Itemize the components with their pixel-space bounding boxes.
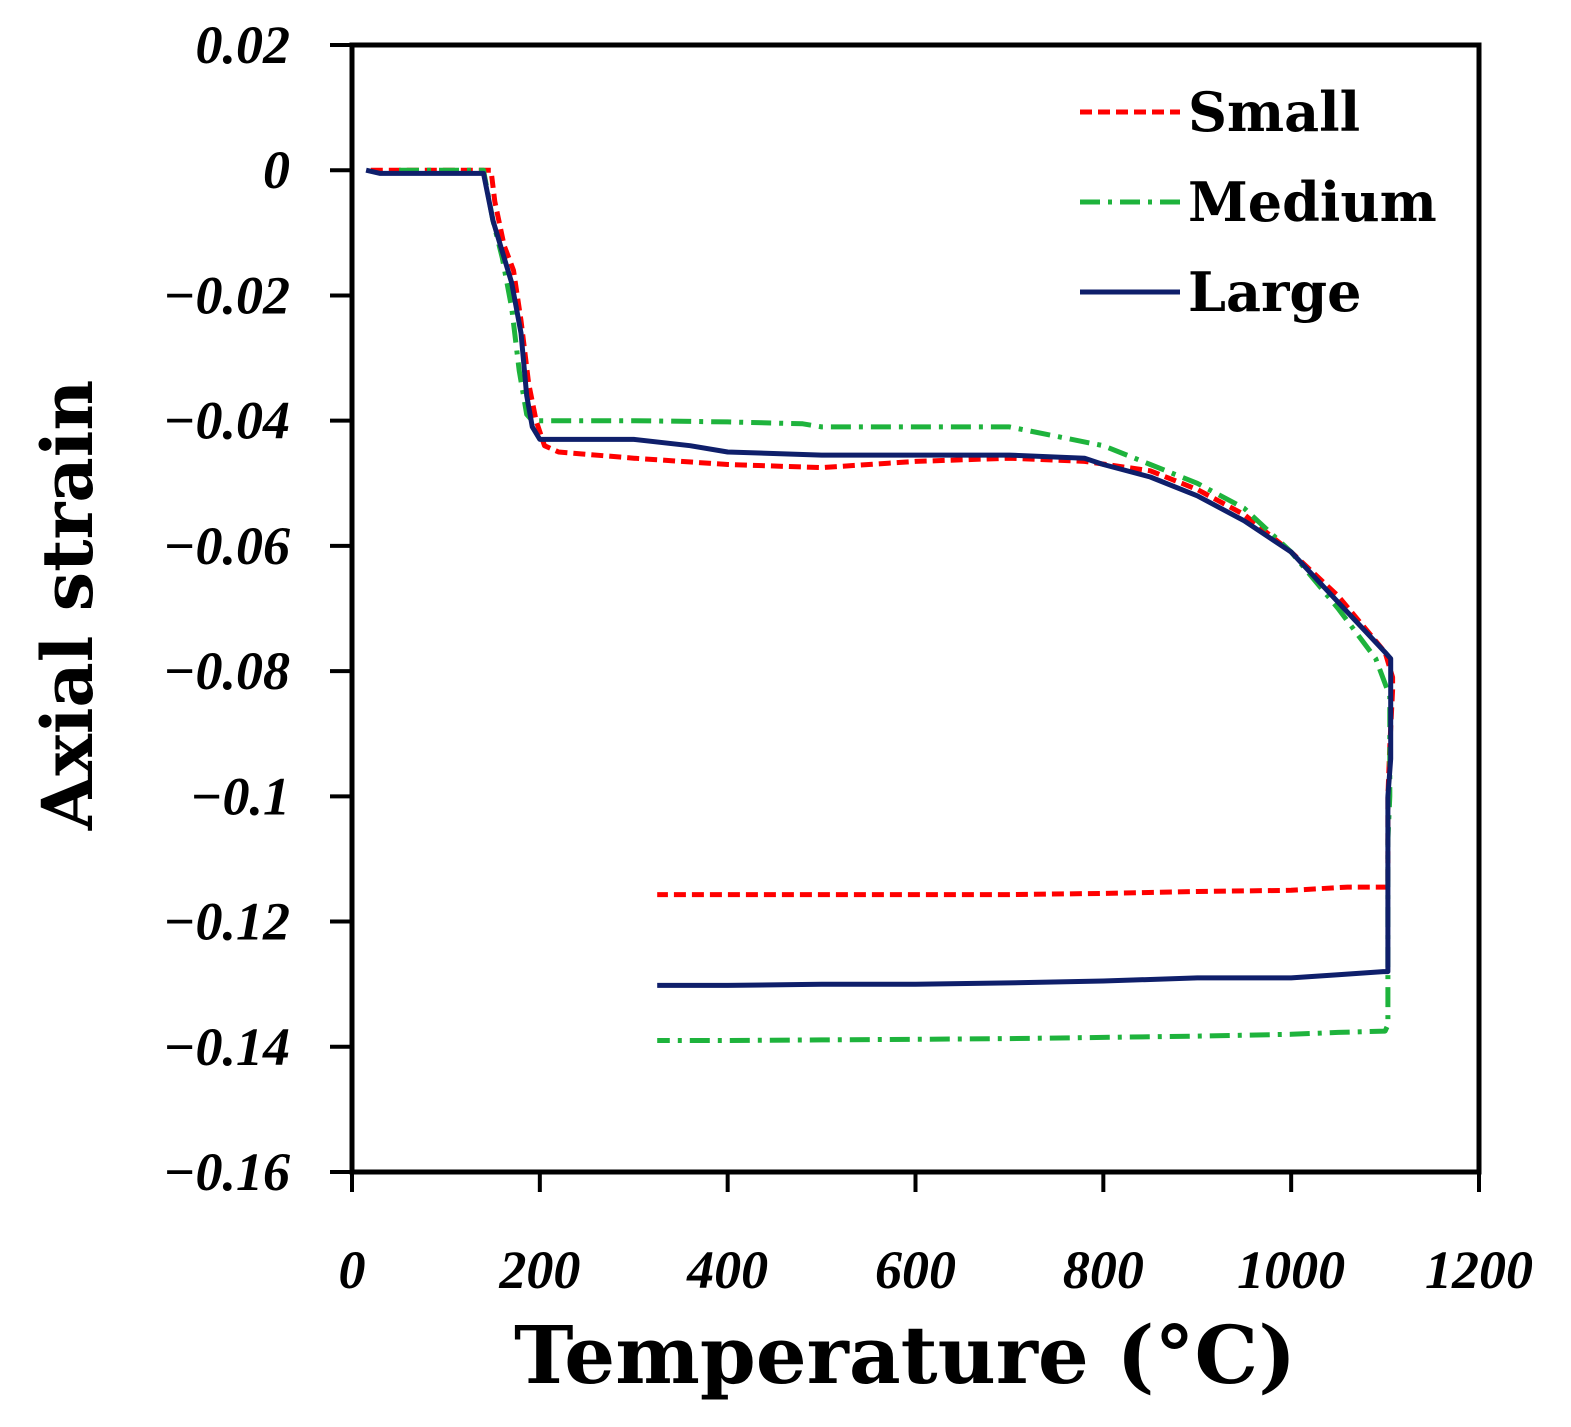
legend-label-large: Large (1188, 260, 1362, 324)
y-tick-label: −0.04 (163, 391, 290, 451)
x-tick-label: 600 (875, 1240, 956, 1300)
y-tick-label: −0.14 (163, 1017, 290, 1077)
y-tick-label: −0.16 (163, 1142, 290, 1202)
x-tick-label: 0 (339, 1240, 366, 1300)
x-tick-label: 800 (1063, 1240, 1144, 1300)
y-tick-label: −0.02 (163, 265, 290, 325)
y-tick-label: 0.02 (196, 15, 291, 75)
y-tick-label: −0.06 (163, 516, 290, 576)
y-axis-title: Axial strain (26, 380, 109, 831)
legend-label-medium: Medium (1188, 170, 1437, 234)
legend: Small Medium Large (1080, 80, 1437, 324)
y-tick-label: 0 (263, 140, 290, 200)
legend-label-small: Small (1188, 80, 1360, 144)
x-tick-label: 400 (686, 1240, 768, 1300)
series-line-large (365, 167, 1394, 988)
x-tick-label: 1200 (1425, 1240, 1533, 1300)
ticks-layer: 0 200 400 600 800 1000 1200 0.02 0 −0.02 −0.04 −0.0… (163, 15, 1533, 1300)
y-tick-label: −0.08 (163, 641, 290, 701)
x-tick-label: 1000 (1237, 1240, 1345, 1300)
y-tick-label: −0.12 (163, 892, 290, 952)
series-line-medium (399, 167, 1393, 1043)
x-tick-label: 200 (498, 1240, 580, 1300)
y-tick-label: −0.1 (190, 766, 290, 826)
series-layer (365, 167, 1396, 1043)
x-axis-title: Temperature (°C) (514, 1308, 1296, 1402)
